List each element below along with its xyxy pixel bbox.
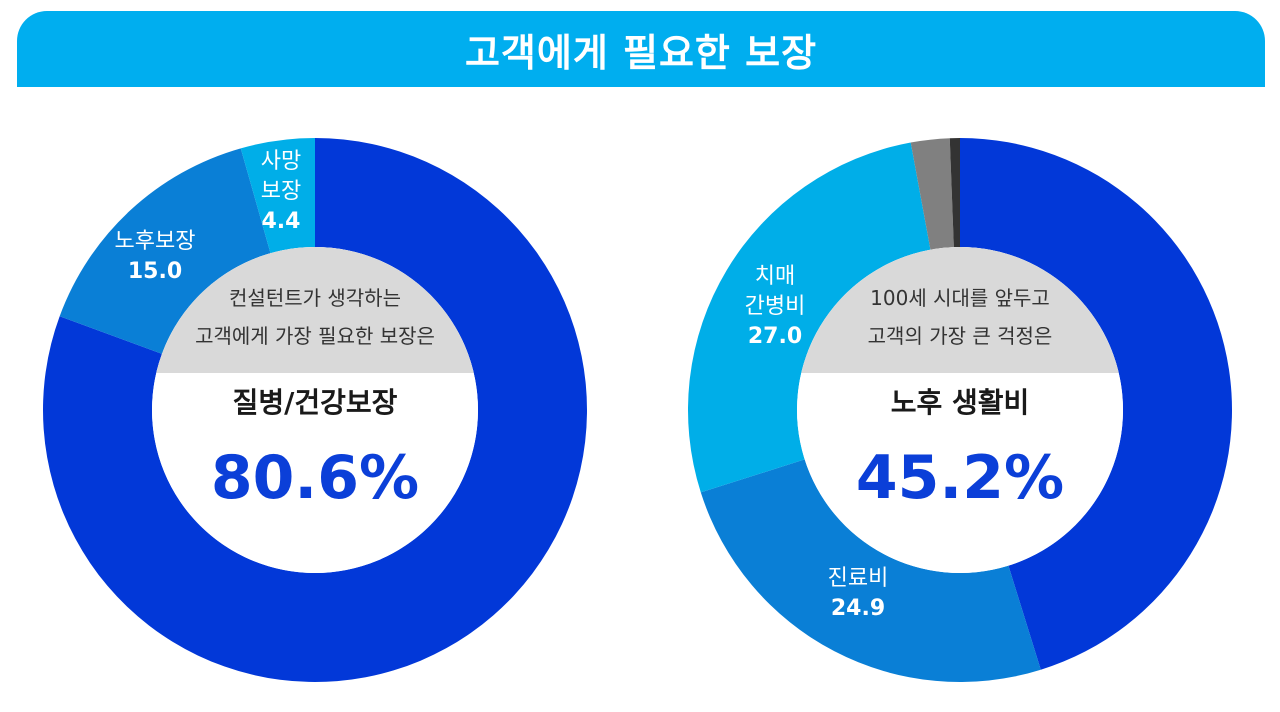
slice-label-value: 15.0 — [128, 259, 182, 284]
slice-2-3 — [688, 142, 931, 493]
slice-label-value: 27.0 — [748, 324, 802, 349]
slice-2-1 — [960, 138, 1232, 670]
slice-1-3 — [240, 138, 315, 254]
center-question-line2: 고객의 가장 큰 걱정은 — [868, 324, 1053, 348]
slice-label-name: 진료비 — [828, 566, 889, 591]
center-headline: 노후 생활비 — [891, 386, 1030, 419]
page-title: 고객에게 필요한 보장 — [464, 30, 818, 75]
slice-label-value: 4.4 — [262, 209, 301, 234]
center-question-line2: 고객에게 가장 필요한 보장은 — [195, 324, 435, 348]
slice-1-1 — [42, 138, 588, 682]
slice-2-5 — [949, 138, 960, 248]
slice-label-name: 보장 — [261, 179, 301, 204]
center-question-line1: 컨설턴트가 생각하는 — [229, 286, 401, 310]
slice-label-value: 24.9 — [831, 596, 885, 621]
center-value: 80.6% — [211, 443, 419, 513]
slice-label-name: 노후보장 — [115, 229, 196, 254]
title-banner: 고객에게 필요한 보장 — [17, 11, 1265, 87]
slice-2-4 — [910, 138, 954, 250]
slice-label-name: 치매 — [755, 264, 795, 289]
center-question-line1: 100세 시대를 앞두고 — [870, 286, 1050, 310]
slice-label-name: 간병비 — [745, 294, 806, 319]
slice-label-name: 사망 — [261, 149, 301, 174]
center-headline: 질병/건강보장 — [233, 386, 398, 419]
slice-2-2 — [700, 459, 1041, 682]
slice-1-2 — [59, 148, 271, 354]
center-value: 45.2% — [856, 443, 1064, 513]
